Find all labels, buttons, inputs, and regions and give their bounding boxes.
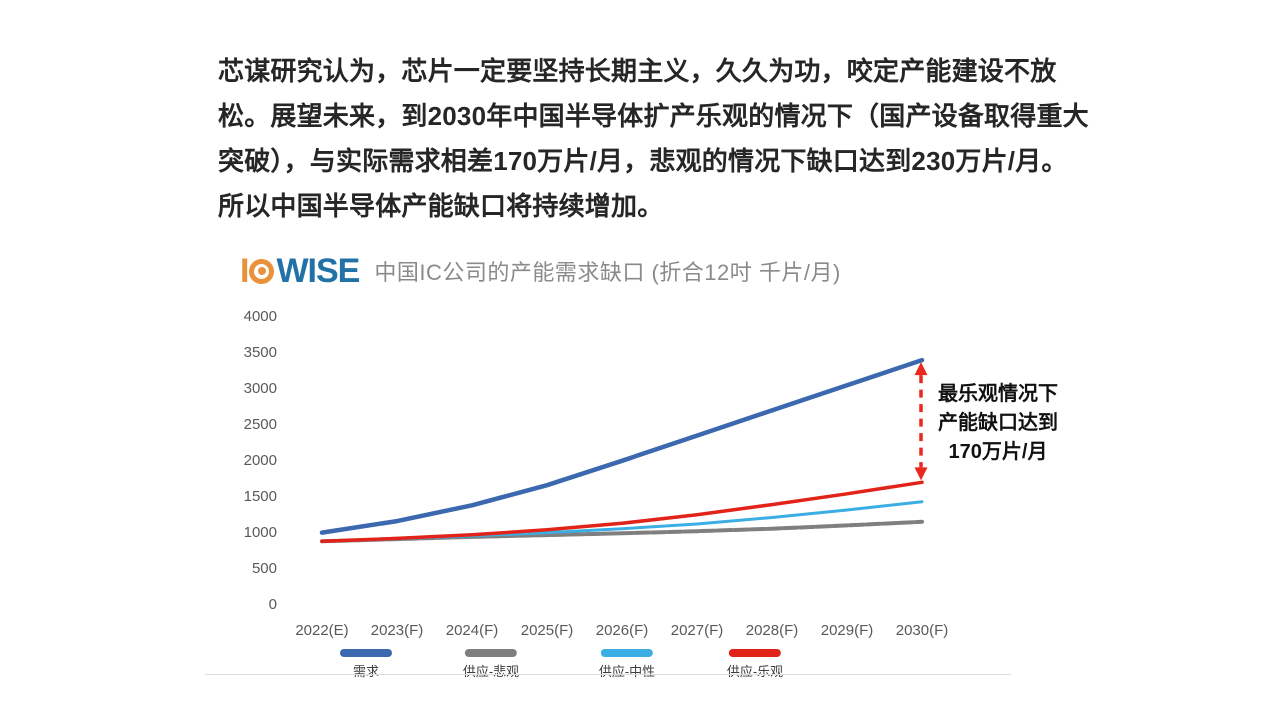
x-tick-label: 2027(F) xyxy=(670,622,724,639)
series-line-供应-乐观 xyxy=(320,480,924,544)
gap-annotation: 最乐观情况下 产能缺口达到 170万片/月 xyxy=(929,380,1067,467)
gap-arrow-head-down xyxy=(914,467,928,481)
intro-line-1: 芯谋研究认为，芯片一定要坚持长期主义，久久为功，咬定产能建设不放 xyxy=(218,56,1057,86)
x-tick-label: 2026(F) xyxy=(595,622,649,639)
logo-wise-text: WISE xyxy=(276,252,360,290)
x-tick-label: 2022(E) xyxy=(295,622,349,639)
chart-title: 中国IC公司的产能需求缺口 (折合12吋 千片/月) xyxy=(374,260,841,285)
legend-item-供应-乐观: 供应-乐观 xyxy=(727,649,783,680)
legend-marker xyxy=(601,649,653,657)
series-line-需求 xyxy=(319,357,925,535)
legend-marker xyxy=(729,649,781,657)
chart-bottom-border xyxy=(205,674,1011,675)
annotation-line: 最乐观情况下 xyxy=(938,383,1058,405)
chart-header: I WISE 中国IC公司的产能需求缺口 (折合12吋 千片/月) xyxy=(240,252,841,290)
series-line-供应-中性 xyxy=(320,500,924,543)
legend-label: 供应-中性 xyxy=(598,664,656,679)
icwise-logo: I WISE xyxy=(240,252,360,290)
x-tick-label: 2025(F) xyxy=(520,622,574,639)
y-tick-label: 2500 xyxy=(243,415,277,433)
intro-line-4: 所以中国半导体产能缺口将持续增加。 xyxy=(218,191,664,221)
annotation-line: 170万片/月 xyxy=(948,441,1048,463)
y-tick-label: 3500 xyxy=(243,343,277,361)
x-tick-label: 2024(F) xyxy=(445,622,499,639)
logo-c-ring-icon xyxy=(249,258,275,284)
legend-label: 供应-悲观 xyxy=(462,664,520,679)
y-tick-label: 0 xyxy=(268,595,277,613)
intro-line-2: 松。展望未来，到2030年中国半导体扩产乐观的情况下（国产设备取得重大 xyxy=(218,101,1089,131)
annotation-line: 产能缺口达到 xyxy=(938,412,1058,434)
x-tick-label: 2030(F) xyxy=(895,622,949,639)
legend-marker xyxy=(340,649,392,657)
legend-item-需求: 需求 xyxy=(340,649,392,680)
logo-letter-i: I xyxy=(240,252,250,290)
intro-paragraph: 芯谋研究认为，芯片一定要坚持长期主义，久久为功，咬定产能建设不放 松。展望未来，… xyxy=(218,49,1089,229)
legend-label: 需求 xyxy=(352,664,379,679)
x-tick-label: 2029(F) xyxy=(820,622,874,639)
gap-arrow-head-up xyxy=(914,362,928,376)
y-tick-label: 4000 xyxy=(243,308,277,325)
y-tick-label: 3000 xyxy=(243,379,277,397)
legend-label: 供应-乐观 xyxy=(726,664,784,679)
x-tick-label: 2023(F) xyxy=(370,622,424,639)
y-tick-label: 1000 xyxy=(243,523,277,541)
x-tick-label: 2028(F) xyxy=(745,622,799,639)
y-tick-label: 2000 xyxy=(243,451,277,469)
legend-item-供应-悲观: 供应-悲观 xyxy=(463,649,519,680)
legend-item-供应-中性: 供应-中性 xyxy=(599,649,655,680)
y-tick-label: 500 xyxy=(251,559,277,577)
legend-marker xyxy=(465,649,517,657)
intro-line-3: 突破），与实际需求相差170万片/月，悲观的情况下缺口达到230万片/月。 xyxy=(218,146,1068,176)
logo-c-dot xyxy=(257,267,266,275)
y-tick-label: 1500 xyxy=(243,487,277,505)
